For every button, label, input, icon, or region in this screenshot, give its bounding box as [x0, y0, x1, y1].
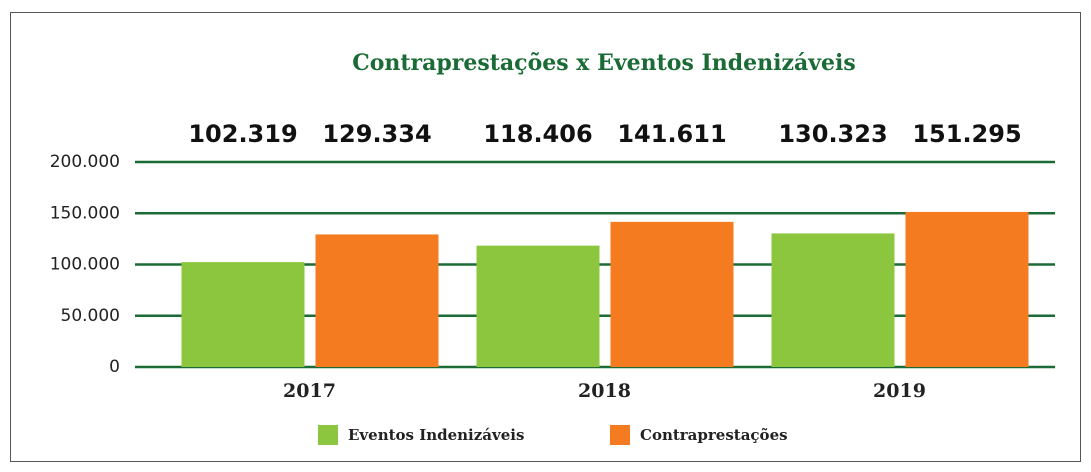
- bar: [771, 233, 895, 367]
- legend-swatch: [318, 425, 338, 445]
- legend-label: Contraprestações: [640, 426, 788, 444]
- value-label: 141.611: [617, 120, 726, 148]
- x-tick-label: 2019: [873, 380, 926, 402]
- value-label: 118.406: [483, 120, 592, 148]
- bar: [610, 221, 734, 367]
- bar: [905, 211, 1029, 367]
- value-label: 129.334: [322, 120, 431, 148]
- frame: [10, 12, 1081, 462]
- bar: [315, 234, 439, 367]
- y-tick-label: 100.000: [50, 255, 120, 275]
- value-label: 102.319: [188, 120, 297, 148]
- y-tick-label: 0: [109, 357, 120, 377]
- value-label: 130.323: [778, 120, 887, 148]
- legend-swatch: [610, 425, 630, 445]
- legend-label: Eventos Indenizáveis: [348, 426, 524, 444]
- bar: [476, 245, 600, 367]
- value-label: 151.295: [912, 120, 1021, 148]
- bar: [181, 262, 305, 367]
- x-tick-label: 2018: [578, 380, 631, 402]
- y-tick-label: 150.000: [50, 203, 120, 223]
- y-tick-label: 200.000: [50, 152, 120, 172]
- chart-title: Contraprestações x Eventos Indenizáveis: [352, 50, 856, 76]
- y-tick-label: 50.000: [61, 306, 120, 326]
- x-tick-label: 2017: [283, 380, 336, 402]
